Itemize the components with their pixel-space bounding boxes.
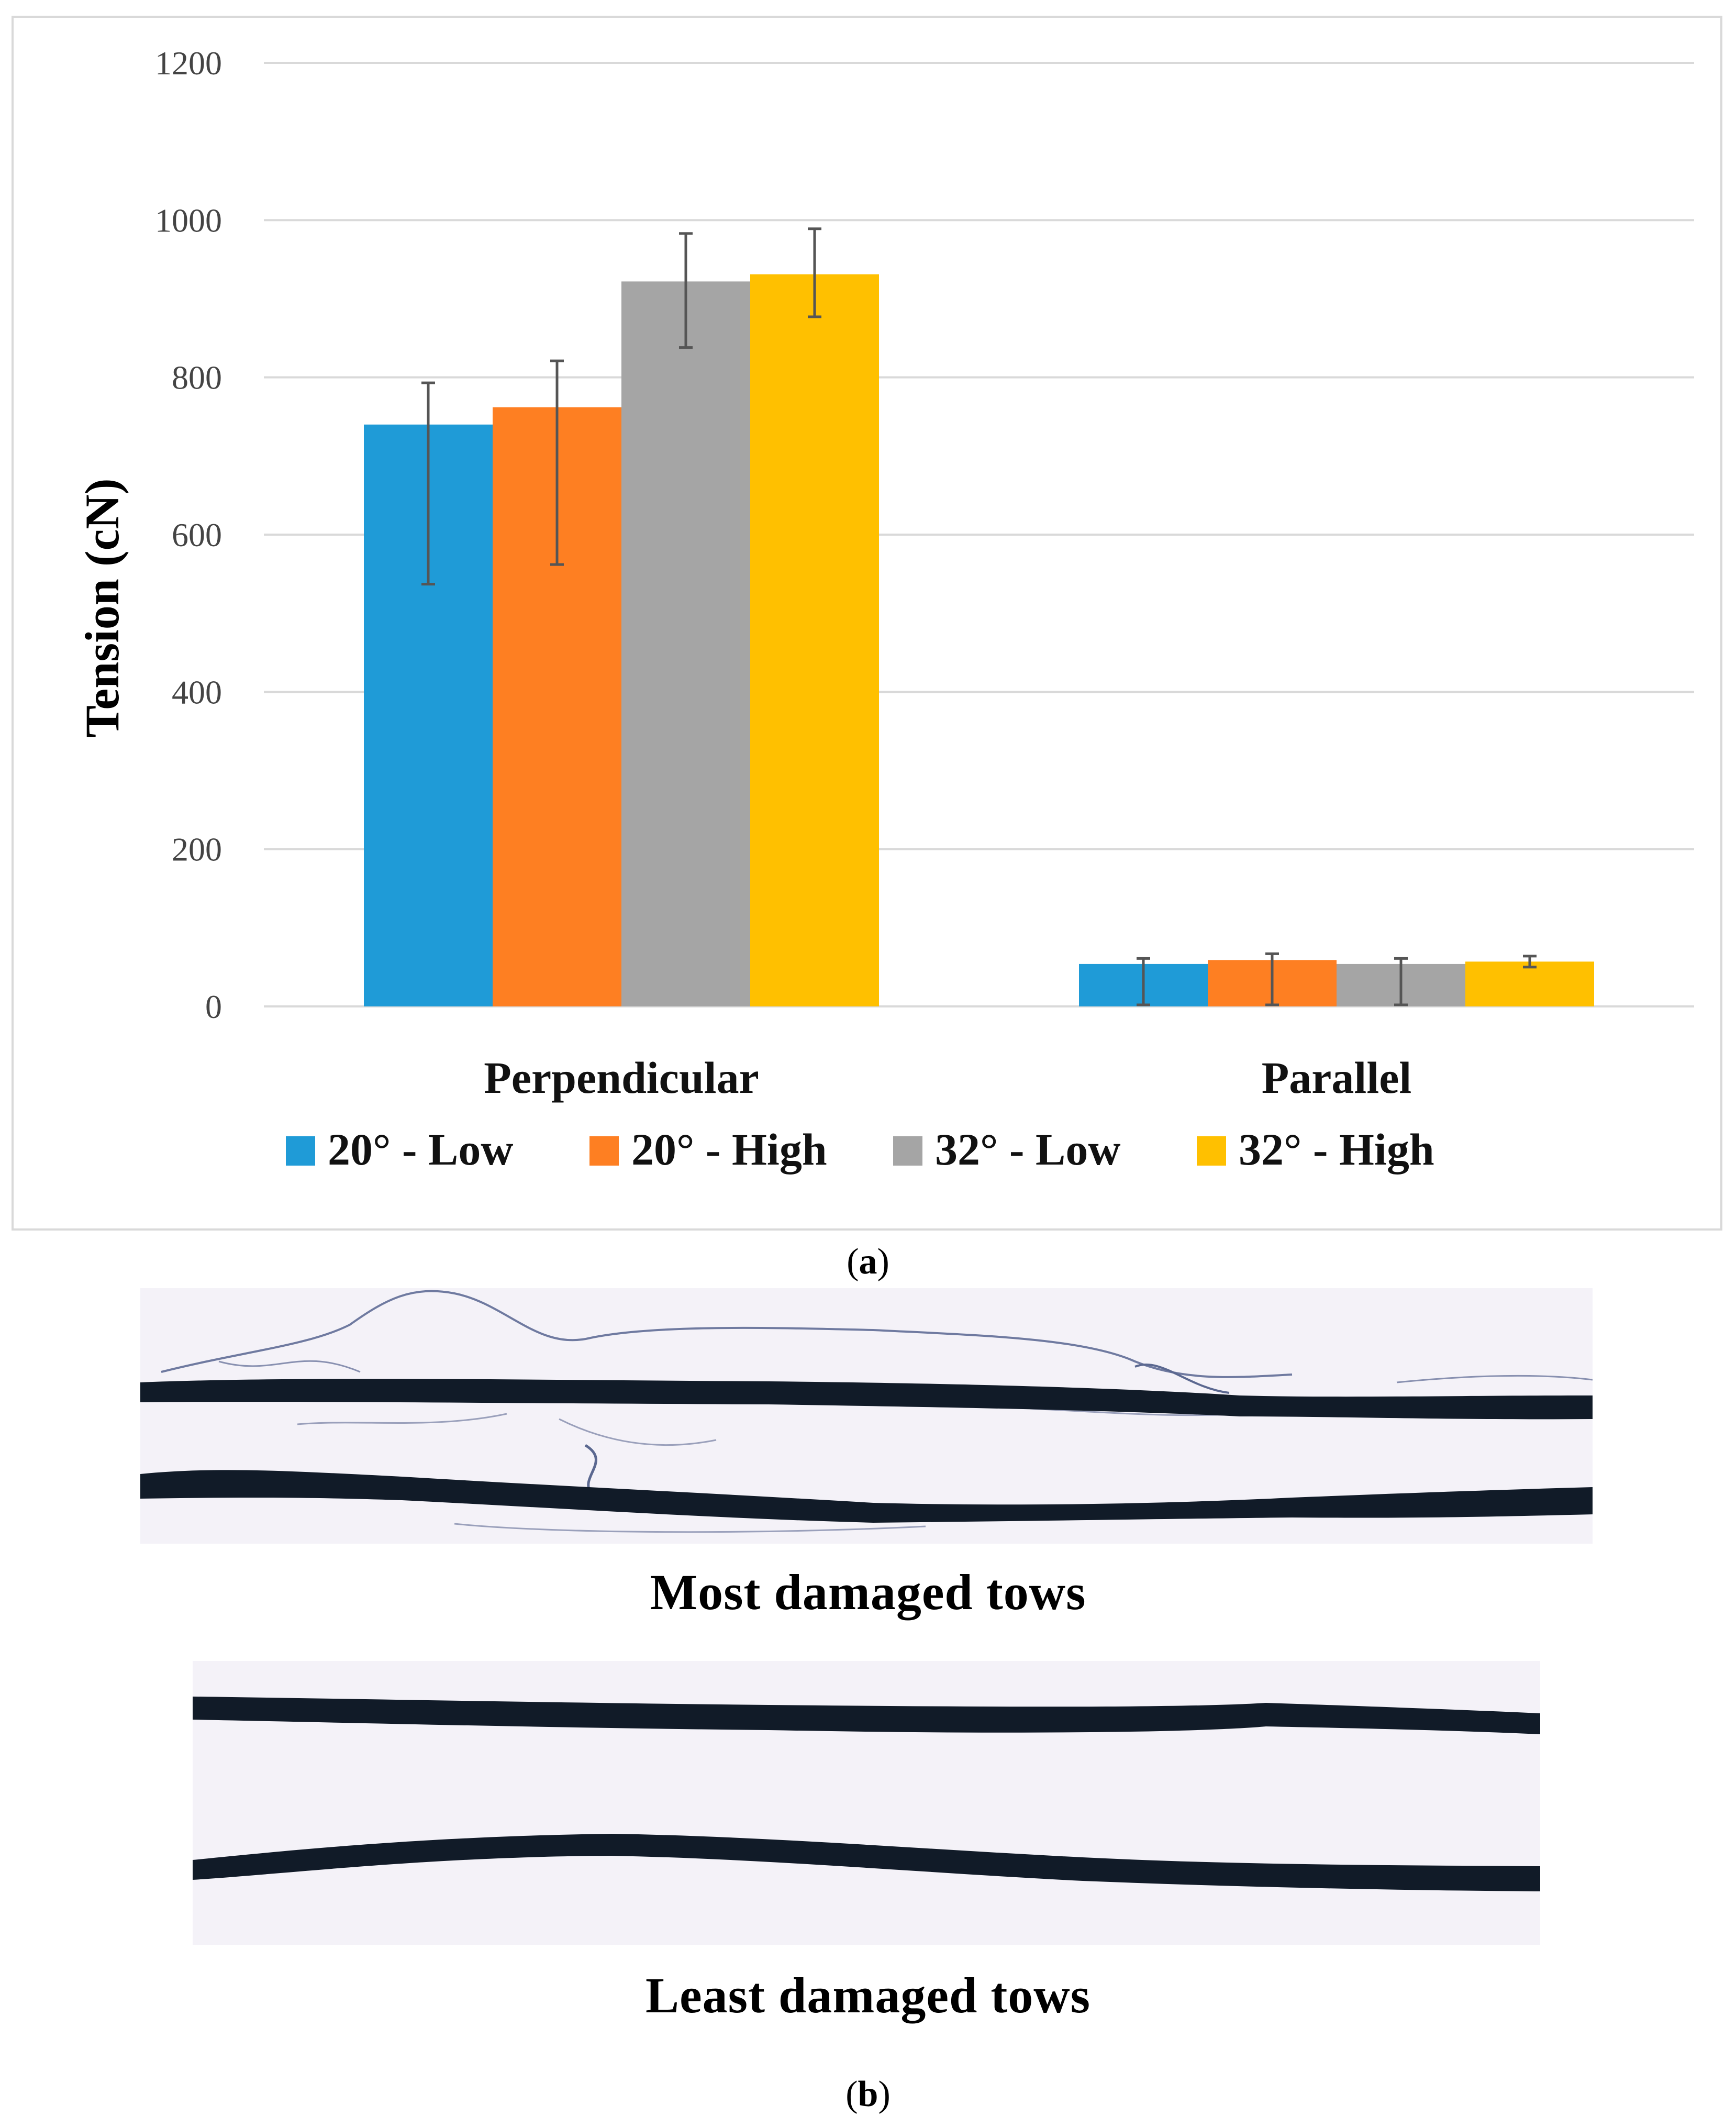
y-axis-title: Tension (cN): [75, 479, 129, 738]
most-damaged-tows-photo: [140, 1288, 1593, 1544]
least-damaged-tows-photo: [193, 1661, 1540, 1945]
y-tick-label: 800: [172, 359, 222, 396]
least-damaged-label: Least damaged tows: [646, 1967, 1090, 2023]
y-tick-label: 1000: [155, 202, 222, 239]
legend-label: 20° - Low: [328, 1124, 514, 1175]
bars: [364, 274, 1594, 1007]
y-tick-label: 0: [205, 988, 222, 1025]
caption-b: (b): [845, 2074, 891, 2114]
y-tick-label: 1200: [155, 45, 222, 82]
x-category-label: Perpendicular: [484, 1053, 759, 1103]
legend-swatch: [286, 1136, 315, 1166]
legend-label: 32° - High: [1239, 1124, 1434, 1175]
error-bars: [421, 227, 1537, 1006]
legend: 20° - Low 20° - High 32° - Low 32° - High: [286, 1124, 1434, 1175]
axes: 0 200 400 600 800 1000 1200 Tension (cN) Perpend…: [75, 45, 1411, 1103]
legend-swatch: [893, 1136, 922, 1166]
tension-bar-chart: 0 200 400 600 800 1000 1200 Tension (cN) Perpend…: [75, 45, 1694, 1175]
bar: [1465, 961, 1594, 1006]
bar: [621, 281, 750, 1006]
legend-label: 32° - Low: [935, 1124, 1121, 1175]
x-category-label: Parallel: [1262, 1053, 1412, 1103]
legend-swatch: [589, 1136, 619, 1166]
legend-swatch: [1197, 1136, 1226, 1166]
legend-label: 20° - High: [631, 1124, 827, 1175]
most-damaged-label: Most damaged tows: [650, 1564, 1086, 1620]
chart-frame: 0 200 400 600 800 1000 1200 Tension (cN) Perpend…: [12, 16, 1722, 1231]
bar: [750, 274, 879, 1006]
y-tick-label: 200: [172, 831, 222, 868]
caption-a: (a): [847, 1242, 889, 1282]
y-tick-label: 400: [172, 673, 222, 711]
y-tick-label: 600: [172, 516, 222, 553]
